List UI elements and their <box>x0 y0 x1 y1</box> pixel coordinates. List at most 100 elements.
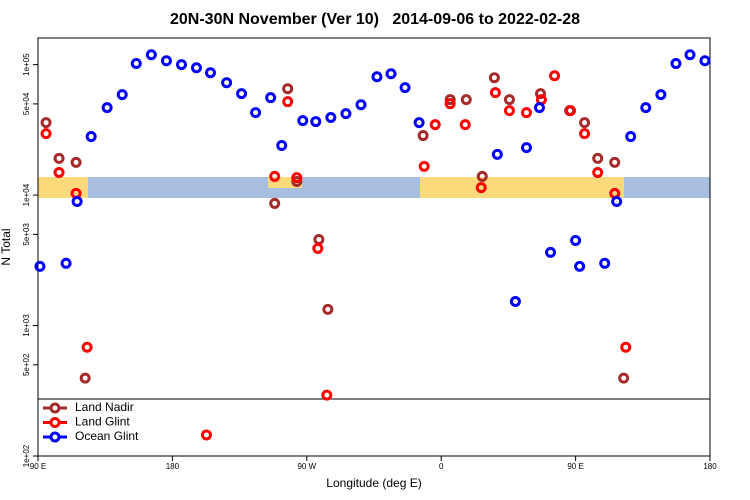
point <box>599 257 611 269</box>
point <box>70 156 82 168</box>
legend-marker <box>49 431 61 443</box>
point <box>533 102 545 114</box>
x-tick-label: 0 <box>439 462 444 471</box>
point <box>579 117 591 129</box>
legend-label: Ocean Glint <box>75 429 139 443</box>
point <box>265 92 277 104</box>
point <box>276 139 288 151</box>
point <box>413 117 425 129</box>
x-tick-label: 90 W <box>297 462 316 471</box>
point <box>291 176 303 188</box>
point <box>684 49 696 61</box>
point <box>321 389 333 401</box>
point <box>355 99 367 111</box>
point <box>269 197 281 209</box>
point <box>444 94 456 106</box>
point <box>371 71 383 83</box>
point <box>236 88 248 100</box>
x-tick-label: 90 E <box>567 462 583 471</box>
point <box>71 195 83 207</box>
legend-marker <box>49 402 61 414</box>
point <box>282 96 294 108</box>
point <box>574 260 586 272</box>
point <box>565 105 577 117</box>
y-tick-label: 1e+04 <box>22 183 31 206</box>
point <box>34 260 46 272</box>
point <box>176 59 188 71</box>
point <box>655 89 667 101</box>
point <box>385 68 397 80</box>
point <box>509 295 521 307</box>
point <box>620 341 632 353</box>
point <box>325 112 337 124</box>
point <box>520 142 532 154</box>
point <box>592 166 604 178</box>
point <box>488 72 500 84</box>
x-tick-label: 180 <box>703 462 717 471</box>
y-tick-label: 5e+04 <box>22 92 31 115</box>
point <box>40 117 52 129</box>
x-tick-label: 180 <box>166 462 180 471</box>
point <box>609 156 621 168</box>
point <box>489 87 501 99</box>
point <box>503 94 515 106</box>
point <box>269 170 281 182</box>
point <box>190 62 202 74</box>
x-tick-label: 90 E <box>30 462 46 471</box>
point <box>313 233 325 245</box>
y-tick-label: 1e+05 <box>22 53 31 76</box>
point <box>85 131 97 143</box>
point <box>611 195 623 207</box>
point <box>340 108 352 120</box>
point <box>592 152 604 164</box>
point <box>160 55 172 67</box>
point <box>459 119 471 131</box>
point <box>130 58 142 70</box>
point <box>221 77 233 89</box>
point <box>310 116 322 128</box>
point <box>79 372 91 384</box>
point <box>475 182 487 194</box>
point <box>312 242 324 254</box>
chart-title: 20N-30N November (Ver 10) 2014-09-06 to … <box>170 11 580 28</box>
point <box>282 83 294 95</box>
point <box>670 58 682 70</box>
point <box>545 246 557 258</box>
legend-label: Land Glint <box>75 415 130 429</box>
point <box>297 115 309 127</box>
point <box>322 303 334 315</box>
point <box>503 105 515 117</box>
point <box>444 98 456 110</box>
point <box>53 166 65 178</box>
plot-frame <box>37 37 711 457</box>
point <box>535 88 547 100</box>
y-axis-label: N Total <box>0 228 13 265</box>
point <box>625 131 637 143</box>
point <box>618 372 630 384</box>
y-tick-label: 1e+03 <box>22 314 31 337</box>
y-tick-label: 5e+02 <box>22 353 31 376</box>
point <box>81 341 93 353</box>
point <box>399 82 411 94</box>
x-axis-label: Longitude (deg E) <box>326 476 421 490</box>
point <box>699 55 711 67</box>
point <box>429 119 441 131</box>
point <box>520 107 532 119</box>
point <box>101 102 113 114</box>
legend-label: Land Nadir <box>75 400 134 414</box>
point <box>549 70 561 82</box>
point <box>53 152 65 164</box>
land-band <box>38 177 88 198</box>
point <box>40 128 52 140</box>
point <box>491 148 503 160</box>
legend-marker <box>49 417 61 428</box>
land-band <box>268 177 302 188</box>
point <box>250 107 262 119</box>
legend <box>37 398 711 457</box>
point <box>570 234 582 246</box>
point <box>204 67 216 79</box>
land-band <box>420 177 624 198</box>
point <box>418 160 430 172</box>
point <box>640 102 652 114</box>
